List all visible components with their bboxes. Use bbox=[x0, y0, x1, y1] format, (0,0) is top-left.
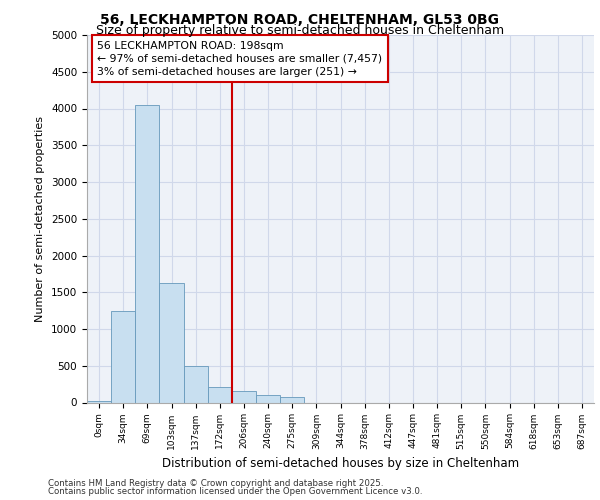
Text: 56 LECKHAMPTON ROAD: 198sqm
← 97% of semi-detached houses are smaller (7,457)
3%: 56 LECKHAMPTON ROAD: 198sqm ← 97% of sem… bbox=[97, 40, 382, 77]
Y-axis label: Number of semi-detached properties: Number of semi-detached properties bbox=[35, 116, 46, 322]
Bar bbox=[280, 398, 304, 402]
Text: Size of property relative to semi-detached houses in Cheltenham: Size of property relative to semi-detach… bbox=[96, 24, 504, 37]
Bar bbox=[232, 392, 256, 402]
Text: Contains public sector information licensed under the Open Government Licence v3: Contains public sector information licen… bbox=[48, 487, 422, 496]
Bar bbox=[135, 105, 160, 403]
Text: 56, LECKHAMPTON ROAD, CHELTENHAM, GL53 0BG: 56, LECKHAMPTON ROAD, CHELTENHAM, GL53 0… bbox=[101, 12, 499, 26]
Bar bbox=[184, 366, 208, 402]
Bar bbox=[87, 401, 111, 402]
Bar bbox=[256, 395, 280, 402]
Text: Contains HM Land Registry data © Crown copyright and database right 2025.: Contains HM Land Registry data © Crown c… bbox=[48, 478, 383, 488]
X-axis label: Distribution of semi-detached houses by size in Cheltenham: Distribution of semi-detached houses by … bbox=[162, 457, 519, 470]
Bar bbox=[111, 310, 135, 402]
Bar bbox=[208, 387, 232, 402]
Bar bbox=[160, 283, 184, 403]
